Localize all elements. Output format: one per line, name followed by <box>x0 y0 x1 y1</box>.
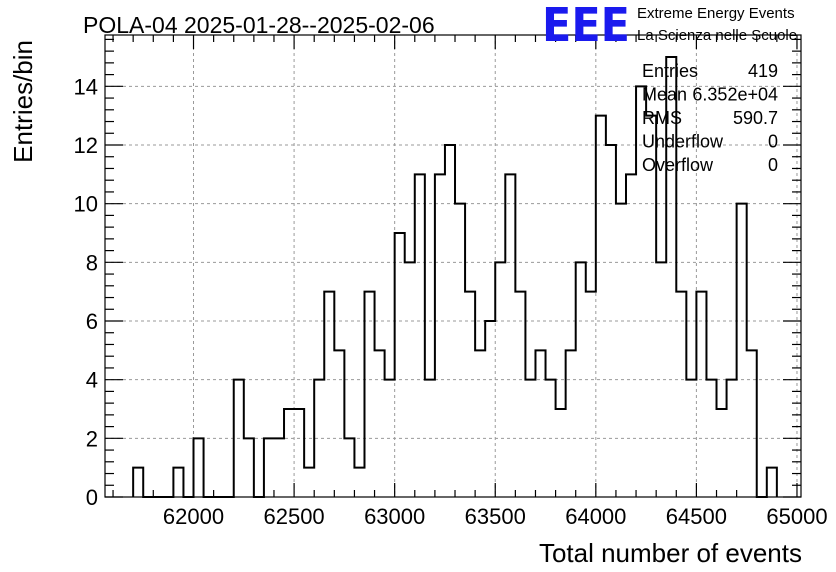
histogram-bin <box>515 292 525 497</box>
histogram-bin <box>334 350 344 497</box>
histogram-bin <box>264 438 274 497</box>
y-tick-label: 8 <box>86 250 98 275</box>
histogram-bin <box>525 380 535 497</box>
eee-logo-line1: Extreme Energy Events <box>637 5 795 22</box>
histogram-bin <box>194 438 204 497</box>
histogram-bin <box>314 380 324 497</box>
histogram-bin <box>505 174 515 497</box>
histogram-bin <box>606 145 616 497</box>
histogram-bin <box>676 292 686 497</box>
y-tick-label: 12 <box>74 133 98 158</box>
stats-label: Underflow <box>642 132 724 152</box>
histogram-bin <box>284 409 294 497</box>
histogram-bin <box>656 262 666 497</box>
eee-logo: EEE Extreme Energy Events La Scienza nel… <box>542 0 797 52</box>
histogram-bin <box>495 262 505 497</box>
x-tick-label: 62500 <box>263 504 324 529</box>
y-tick-label: 10 <box>74 192 98 217</box>
histogram-bin <box>173 468 183 497</box>
histogram-bin <box>244 438 254 497</box>
histogram-bin <box>324 292 334 497</box>
y-tick-label: 0 <box>86 485 98 510</box>
x-axis-label: Total number of events <box>539 538 802 568</box>
stats-value: 419 <box>748 61 778 81</box>
histogram-bin <box>706 380 716 497</box>
histogram-bin <box>344 438 354 497</box>
histogram-bin <box>425 380 435 497</box>
stats-value: 0 <box>768 132 778 152</box>
histogram-bin <box>535 350 545 497</box>
histogram-bin <box>455 204 465 497</box>
eee-logo-mark: EEE <box>542 0 630 52</box>
histogram-bin <box>405 262 415 497</box>
x-tick-label: 63500 <box>465 504 526 529</box>
histogram-bin <box>485 321 495 497</box>
histogram-bin <box>696 292 706 497</box>
x-tick-label: 62000 <box>163 504 224 529</box>
stats-value: 590.7 <box>733 108 778 128</box>
histogram-bin <box>234 380 244 497</box>
histogram-bin <box>465 292 475 497</box>
histogram-bin <box>717 409 727 497</box>
x-tick-label: 63000 <box>364 504 425 529</box>
histogram-bin <box>354 468 364 497</box>
axis-ticks: 62000 62500 63000 63500 64000 64500 65000 0 2 4 6 8… <box>74 35 828 529</box>
histogram-bin <box>576 262 586 497</box>
histogram-bin <box>666 57 676 497</box>
histogram-bin <box>737 204 747 497</box>
histogram-bin <box>686 380 696 497</box>
histogram-bin <box>304 468 314 497</box>
histogram-bin <box>385 380 395 497</box>
histogram-bin <box>364 292 374 497</box>
histogram-bin <box>395 233 405 497</box>
histogram-bin <box>616 204 626 497</box>
histogram-bin <box>375 350 385 497</box>
y-tick-label: 6 <box>86 309 98 334</box>
eee-logo-line2: La Scienza nelle Scuole <box>637 27 797 44</box>
histogram-bin <box>274 438 284 497</box>
stats-label: Overflow <box>642 155 714 175</box>
y-tick-label: 14 <box>74 74 98 99</box>
histogram-bin <box>747 350 757 497</box>
histogram-bin <box>767 468 777 497</box>
y-tick-label: 2 <box>86 426 98 451</box>
histogram-bin <box>636 86 646 497</box>
plot-frame <box>104 34 802 498</box>
histogram-bin <box>415 174 425 497</box>
histogram-bin <box>586 292 596 497</box>
histogram-bin <box>566 350 576 497</box>
histogram-bin <box>546 380 556 497</box>
x-tick-label: 64500 <box>666 504 727 529</box>
histogram-bin <box>133 468 143 497</box>
y-tick-label: 4 <box>86 368 98 393</box>
x-tick-label: 64000 <box>565 504 626 529</box>
histogram-bin <box>435 174 445 497</box>
histogram-bin <box>475 350 485 497</box>
stats-label: Mean <box>642 85 687 105</box>
chart-title: POLA-04 2025-01-28--2025-02-06 <box>83 12 435 38</box>
histogram-bin <box>445 145 455 497</box>
histogram-bin <box>596 116 606 497</box>
x-tick-label: 65000 <box>766 504 827 529</box>
stats-label: RMS <box>642 108 682 128</box>
histogram-bin <box>727 380 737 497</box>
histogram-bin <box>556 409 566 497</box>
stats-label: Entries <box>642 61 698 81</box>
stats-value: 6.352e+04 <box>692 85 778 105</box>
histogram-bin <box>294 409 304 497</box>
stats-value: 0 <box>768 155 778 175</box>
y-axis-label: Entries/bin <box>8 40 38 163</box>
histogram-bin <box>646 116 656 497</box>
histogram-bin <box>626 174 636 497</box>
histogram-outline <box>132 56 778 498</box>
